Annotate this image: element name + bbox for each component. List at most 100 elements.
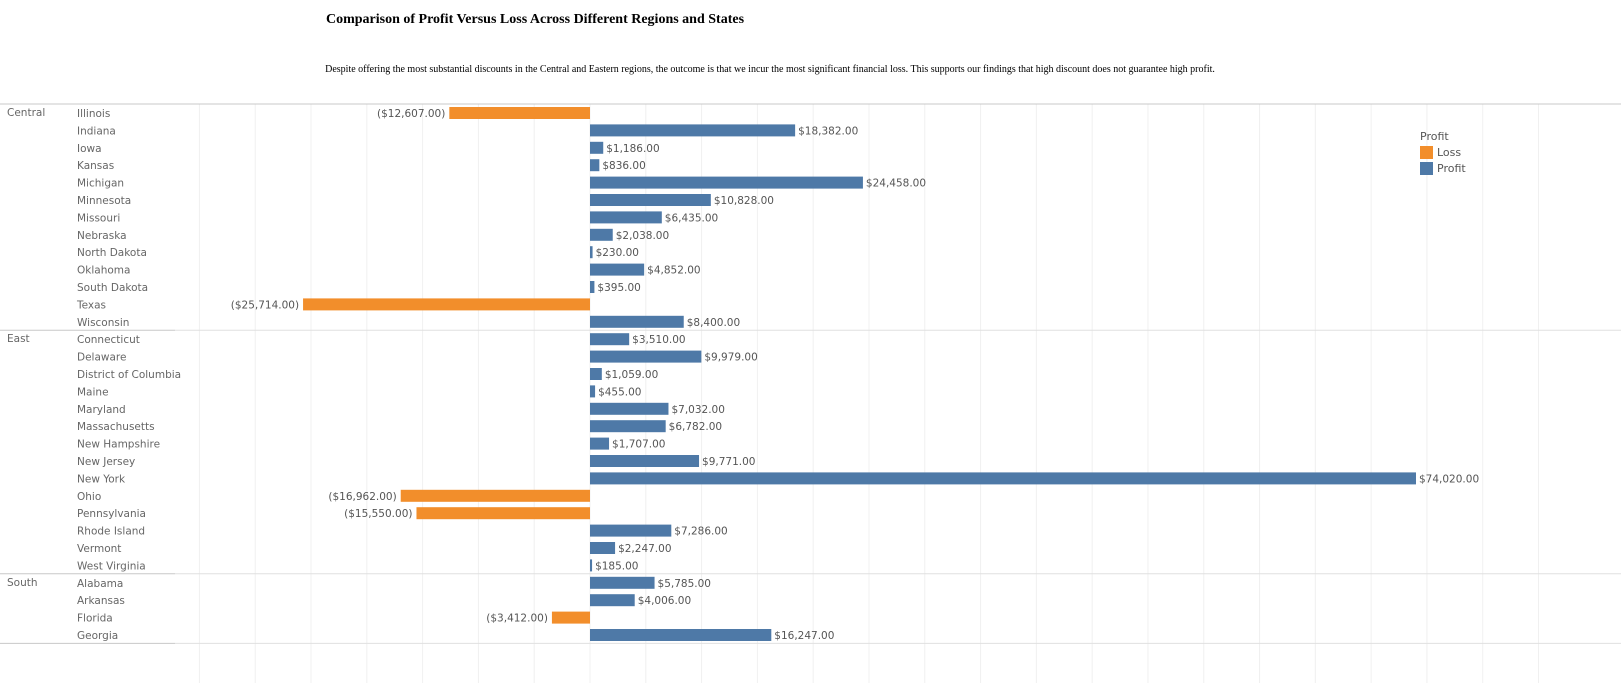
data-label: $8,400.00 [687, 317, 740, 329]
chart-title: Comparison of Profit Versus Loss Across … [325, 12, 745, 27]
data-label: $74,020.00 [1419, 473, 1479, 485]
state-label: Florida [77, 613, 113, 625]
bar [590, 228, 613, 241]
state-label: Georgia [77, 630, 118, 642]
data-label: $7,032.00 [671, 404, 724, 416]
data-label: $3,510.00 [632, 334, 685, 346]
state-label: Iowa [77, 143, 102, 155]
state-label: Nebraska [77, 230, 127, 242]
region-label: South [7, 577, 38, 589]
state-label: Oklahoma [77, 265, 130, 277]
legend-item-profit[interactable]: Profit [1420, 162, 1466, 175]
data-label: $4,006.00 [638, 595, 691, 607]
state-label: Pennsylvania [77, 508, 146, 520]
state-label: District of Columbia [77, 369, 181, 381]
legend: Profit Loss Profit [1420, 130, 1466, 175]
state-label: Indiana [77, 125, 116, 137]
bar [590, 472, 1416, 485]
data-label: $2,247.00 [618, 543, 671, 555]
bar [590, 211, 662, 224]
legend-item-loss[interactable]: Loss [1420, 146, 1466, 159]
legend-swatch-loss [1420, 146, 1433, 159]
state-label: Rhode Island [77, 526, 145, 538]
bar [590, 246, 593, 259]
bar [590, 141, 604, 154]
region-label: East [7, 333, 30, 345]
data-label: $230.00 [596, 247, 639, 259]
state-label: Maryland [77, 404, 126, 416]
data-label: $1,186.00 [606, 143, 659, 155]
region-label: Central [7, 107, 45, 119]
state-label: Ohio [77, 491, 101, 503]
state-label: Kansas [77, 160, 114, 172]
bar [590, 333, 630, 346]
bar [400, 489, 590, 502]
state-label: West Virginia [77, 560, 146, 572]
bar [590, 124, 796, 137]
data-label: $1,059.00 [605, 369, 658, 381]
state-label: Michigan [77, 178, 124, 190]
data-label: ($15,550.00) [344, 508, 412, 520]
bar [590, 437, 610, 450]
data-label: $16,247.00 [774, 630, 834, 642]
data-label: $6,435.00 [665, 212, 718, 224]
bar [551, 611, 590, 624]
legend-label-profit: Profit [1437, 162, 1466, 175]
state-label: Alabama [77, 578, 123, 590]
bar [590, 350, 702, 363]
state-label: Maine [77, 386, 109, 398]
data-label: $7,286.00 [674, 526, 727, 538]
bar [590, 263, 645, 276]
bar [590, 420, 666, 433]
state-label: Illinois [77, 108, 110, 120]
state-label: New Jersey [77, 456, 135, 468]
data-label: $455.00 [598, 386, 641, 398]
bar [590, 385, 596, 398]
state-label: Connecticut [77, 334, 140, 346]
data-label: $2,038.00 [616, 230, 669, 242]
data-label: $5,785.00 [658, 578, 711, 590]
bar [303, 298, 590, 311]
bar [416, 507, 590, 520]
state-label: North Dakota [77, 247, 147, 259]
data-label: $1,707.00 [612, 439, 665, 451]
legend-title: Profit [1420, 130, 1449, 143]
data-label: $10,828.00 [714, 195, 774, 207]
bar [590, 194, 711, 206]
bar [590, 281, 595, 293]
bar [590, 576, 655, 589]
state-label: South Dakota [77, 282, 148, 294]
data-label: $18,382.00 [798, 125, 858, 137]
data-label: $9,771.00 [702, 456, 755, 468]
state-label: New York [77, 473, 126, 485]
bar [590, 176, 863, 189]
data-label: $4,852.00 [647, 265, 700, 277]
state-label: Texas [76, 299, 106, 311]
data-label: $395.00 [597, 282, 640, 294]
bar [590, 402, 669, 415]
bar [590, 559, 593, 572]
data-label: $9,979.00 [704, 352, 757, 364]
data-label: ($16,962.00) [328, 491, 396, 503]
state-label: Minnesota [77, 195, 131, 207]
data-label: $185.00 [595, 560, 638, 572]
state-label: Wisconsin [77, 317, 129, 329]
bar [590, 159, 600, 172]
legend-label-loss: Loss [1437, 146, 1462, 159]
chart-subtitle: Despite offering the most substantial di… [325, 64, 1215, 75]
bar [590, 524, 672, 537]
data-label: ($12,607.00) [377, 108, 445, 120]
data-label: $836.00 [602, 160, 645, 172]
data-label: ($3,412.00) [486, 613, 548, 625]
state-label: Delaware [77, 352, 126, 364]
bar [590, 455, 700, 467]
state-label: Massachusetts [77, 421, 155, 433]
bar [590, 368, 602, 380]
state-label: New Hampshire [77, 439, 160, 451]
bar [590, 315, 684, 328]
bar [590, 629, 772, 641]
bar [590, 594, 635, 607]
state-label: Arkansas [77, 595, 125, 607]
state-label: Vermont [77, 543, 121, 555]
